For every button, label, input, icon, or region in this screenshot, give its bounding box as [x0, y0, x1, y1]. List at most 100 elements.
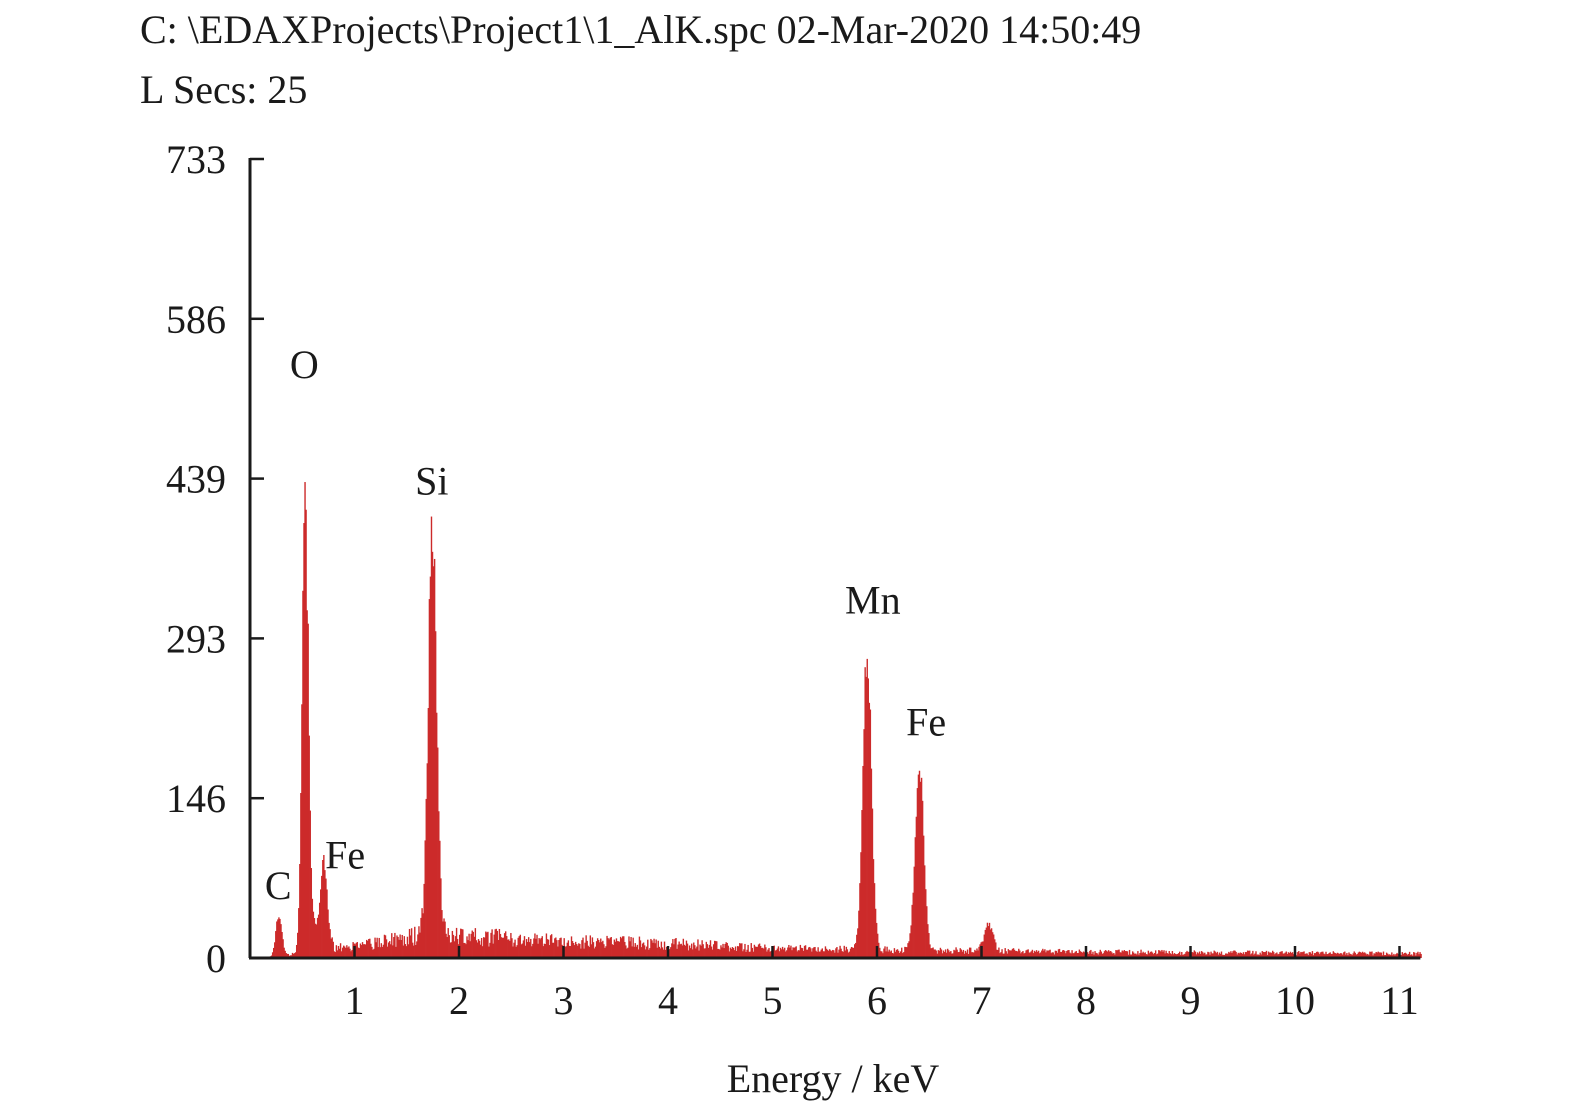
spectrum-bar — [276, 921, 278, 958]
spectrum-bar — [557, 946, 559, 958]
spectrum-bar — [696, 946, 698, 958]
spectrum-bar — [720, 945, 722, 958]
spectrum-bar — [1292, 954, 1295, 958]
spectrum-bar — [492, 943, 494, 958]
spectrum-bar — [533, 938, 535, 958]
spectrum-bar — [796, 951, 798, 958]
spectrum-bar — [889, 951, 891, 958]
spectrum-bar — [1052, 952, 1054, 958]
spectrum-bar — [1263, 952, 1266, 958]
spectrum-bar — [523, 936, 526, 958]
spectrum-bar — [1089, 950, 1091, 958]
spectrum-bar — [885, 951, 887, 958]
spectrum-bar — [1065, 953, 1067, 958]
spectrum-bar — [1144, 952, 1146, 958]
spectrum-bar — [1014, 951, 1017, 958]
spectrum-bar — [579, 943, 581, 958]
spectrum-bar — [1282, 953, 1284, 958]
spectrum-bar — [1357, 952, 1360, 958]
spectrum-bar — [282, 939, 284, 958]
spectrum-bar — [352, 942, 354, 958]
spectrum-bar — [599, 942, 601, 958]
spectrum-bar — [769, 951, 771, 958]
spectrum-bar — [808, 947, 810, 958]
spectrum-bar — [611, 944, 613, 958]
spectrum-bar — [1400, 954, 1402, 958]
spectrum-bar — [1097, 954, 1099, 958]
spectrum-bar — [1125, 951, 1128, 958]
spectrum-bar — [1395, 954, 1397, 958]
spectrum-bar — [640, 947, 643, 958]
spectrum-bar — [845, 946, 848, 958]
spectrum-bar — [1068, 950, 1070, 958]
spectrum-bar — [511, 938, 513, 958]
spectrum-bar — [1067, 950, 1069, 958]
spectrum-bar — [360, 945, 363, 958]
y-tick-label: 586 — [166, 297, 226, 342]
spectrum-bar — [1126, 951, 1129, 958]
x-axis-label: Energy / keV — [727, 1056, 940, 1101]
spectrum-bar — [1367, 953, 1369, 958]
spectrum-bar — [1148, 953, 1151, 958]
spectrum-bar — [1199, 953, 1202, 958]
spectrum-bar — [555, 937, 557, 958]
spectrum-bar — [948, 950, 950, 958]
spectrum-bar — [581, 940, 583, 958]
spectrum-bar — [683, 944, 686, 958]
spectrum-bar — [747, 944, 749, 958]
spectrum-bar — [1259, 952, 1261, 958]
spectrum-bar — [1123, 950, 1126, 958]
spectrum-bar — [954, 950, 956, 958]
spectrum-bar — [589, 935, 592, 958]
spectrum-bar — [1297, 952, 1299, 958]
spectrum-bar — [476, 942, 479, 958]
spectrum-bar — [558, 940, 560, 958]
spectrum-bar — [654, 943, 656, 958]
spectrum-bar — [1133, 952, 1135, 958]
spectrum-bar — [723, 948, 725, 958]
spectrum-bar — [573, 945, 576, 958]
spectrum-bar — [561, 944, 563, 958]
spectrum-bar — [1310, 953, 1313, 958]
spectrum-bar — [1379, 952, 1382, 958]
spectrum-bar — [1277, 954, 1279, 958]
spectrum-bar — [1408, 951, 1411, 958]
spectrum-bar — [1044, 949, 1046, 958]
spectrum-bar — [424, 840, 426, 958]
spectrum-bar — [1134, 953, 1136, 958]
spectrum-bar — [636, 944, 639, 958]
spectrum-bar — [721, 947, 723, 958]
spectrum-bar — [694, 945, 696, 958]
spectrum-bar — [992, 934, 995, 958]
spectrum-bar — [752, 951, 755, 958]
spectrum-bar — [781, 946, 784, 958]
spectrum-bar — [305, 509, 307, 958]
spectrum-bar — [1045, 952, 1047, 958]
spectrum-bar — [665, 946, 668, 958]
spectrum-bar — [886, 946, 888, 958]
spectrum-bar — [918, 770, 921, 958]
spectrum-bar — [630, 937, 632, 958]
spectrum-bar — [1313, 953, 1316, 958]
spectrum-bar — [460, 928, 462, 958]
spectrum-bar — [1094, 951, 1096, 958]
spectrum-bar — [299, 864, 301, 958]
spectrum-bar — [994, 939, 996, 958]
spectrum-bar — [552, 942, 554, 958]
spectrum-bar — [1346, 952, 1348, 958]
x-tick-label: 4 — [658, 978, 678, 1023]
spectrum-bar — [361, 942, 364, 958]
spectrum-bar — [1375, 951, 1377, 958]
spectrum-bar — [593, 948, 596, 958]
spectrum-bar — [1141, 953, 1143, 958]
spectrum-bar — [1081, 952, 1084, 958]
spectrum-bar — [1201, 952, 1204, 958]
spectrum-bar — [447, 928, 449, 958]
spectrum-bar — [1056, 952, 1059, 958]
spectrum-bar — [1380, 952, 1383, 958]
spectrum-bar — [1305, 953, 1307, 958]
spectrum-bar — [1061, 950, 1064, 958]
spectrum-bar — [1136, 954, 1138, 958]
spectrum-bar — [414, 926, 416, 958]
spectrum-bar — [355, 942, 357, 958]
